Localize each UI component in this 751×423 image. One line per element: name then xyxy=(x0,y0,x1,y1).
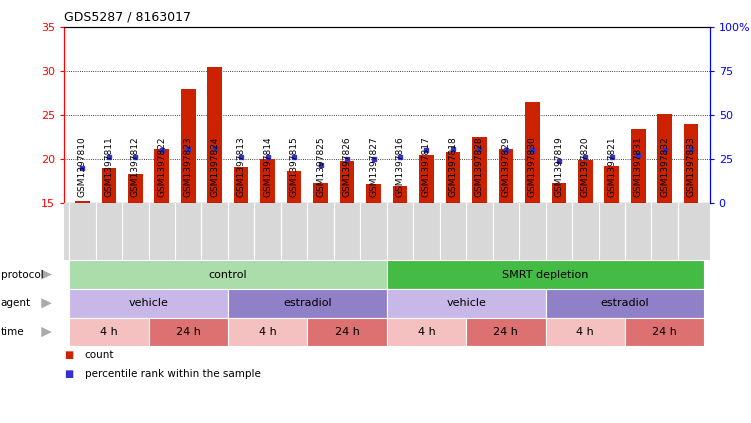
Bar xyxy=(287,171,301,203)
Text: GDS5287 / 8163017: GDS5287 / 8163017 xyxy=(64,11,191,24)
Text: protocol: protocol xyxy=(1,269,44,280)
Text: ■: ■ xyxy=(64,350,73,360)
Text: vehicle: vehicle xyxy=(128,298,168,308)
Bar xyxy=(101,168,116,203)
Bar xyxy=(419,155,434,203)
Bar xyxy=(631,129,646,203)
Bar xyxy=(261,159,275,203)
Text: estradiol: estradiol xyxy=(601,298,650,308)
Bar xyxy=(657,114,672,203)
Text: agent: agent xyxy=(1,298,31,308)
Text: 24 h: 24 h xyxy=(493,327,518,337)
Text: 4 h: 4 h xyxy=(259,327,276,337)
Text: 24 h: 24 h xyxy=(653,327,677,337)
Bar xyxy=(234,167,249,203)
Bar xyxy=(128,174,143,203)
Text: control: control xyxy=(209,269,247,280)
Bar xyxy=(207,67,222,203)
Bar xyxy=(525,102,540,203)
Bar xyxy=(684,124,698,203)
Text: 24 h: 24 h xyxy=(176,327,201,337)
Text: count: count xyxy=(85,350,114,360)
Text: ■: ■ xyxy=(64,369,73,379)
Bar xyxy=(472,137,487,203)
Bar xyxy=(339,161,354,203)
Text: SMRT depletion: SMRT depletion xyxy=(502,269,589,280)
Bar xyxy=(578,160,593,203)
Bar xyxy=(75,201,89,203)
Bar xyxy=(313,183,328,203)
Text: percentile rank within the sample: percentile rank within the sample xyxy=(85,369,261,379)
Text: vehicle: vehicle xyxy=(446,298,486,308)
Bar xyxy=(551,183,566,203)
Bar xyxy=(499,149,513,203)
Text: 24 h: 24 h xyxy=(335,327,360,337)
Bar xyxy=(393,187,407,203)
Bar xyxy=(155,148,169,203)
Text: 4 h: 4 h xyxy=(577,327,594,337)
Bar xyxy=(605,166,619,203)
Bar xyxy=(181,89,195,203)
Text: 4 h: 4 h xyxy=(100,327,118,337)
Text: 4 h: 4 h xyxy=(418,327,436,337)
Bar xyxy=(445,152,460,203)
Text: time: time xyxy=(1,327,24,337)
Text: estradiol: estradiol xyxy=(283,298,332,308)
Bar xyxy=(366,184,381,203)
